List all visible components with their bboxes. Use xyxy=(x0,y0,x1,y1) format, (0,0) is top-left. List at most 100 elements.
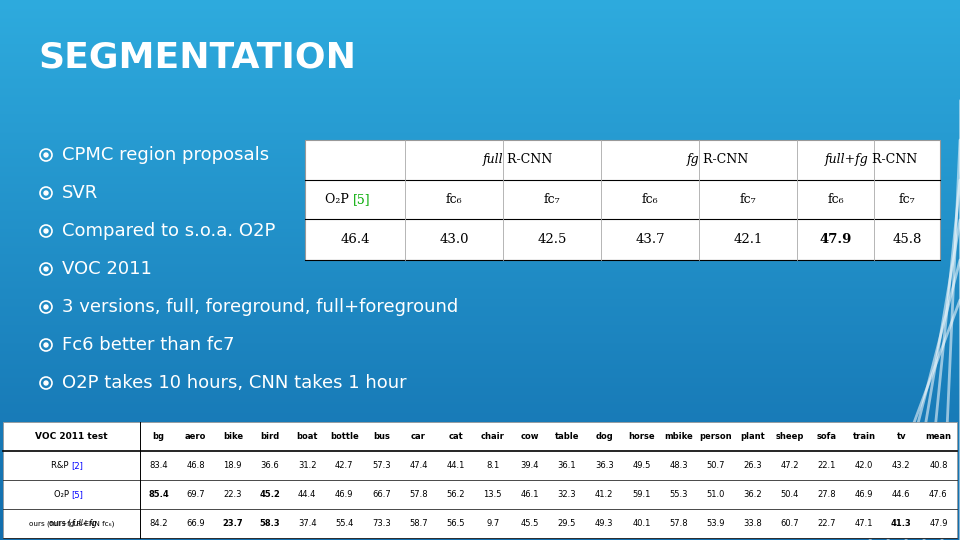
Circle shape xyxy=(44,343,48,347)
Text: 43.0: 43.0 xyxy=(440,233,468,246)
Text: tv: tv xyxy=(897,432,906,441)
Text: [5]: [5] xyxy=(71,490,84,499)
Text: 84.2: 84.2 xyxy=(150,519,168,528)
Text: 36.2: 36.2 xyxy=(743,490,762,499)
Text: bottle: bottle xyxy=(330,432,359,441)
Text: boat: boat xyxy=(297,432,318,441)
Text: full+fg: full+fg xyxy=(825,153,869,166)
Text: 42.5: 42.5 xyxy=(538,233,566,246)
Text: 49.3: 49.3 xyxy=(595,519,613,528)
Text: 36.3: 36.3 xyxy=(595,461,613,470)
Text: 47.1: 47.1 xyxy=(855,519,874,528)
Text: 22.3: 22.3 xyxy=(224,490,242,499)
Text: bike: bike xyxy=(223,432,243,441)
Text: 59.1: 59.1 xyxy=(632,490,651,499)
Text: 47.2: 47.2 xyxy=(780,461,799,470)
Text: 23.7: 23.7 xyxy=(223,519,243,528)
Text: mean: mean xyxy=(925,432,951,441)
Text: 33.8: 33.8 xyxy=(743,519,762,528)
Text: 40.8: 40.8 xyxy=(929,461,948,470)
Text: 66.9: 66.9 xyxy=(186,519,205,528)
Text: R&P: R&P xyxy=(52,461,71,470)
Text: 45.5: 45.5 xyxy=(520,519,540,528)
Text: 46.9: 46.9 xyxy=(335,490,353,499)
Text: 39.4: 39.4 xyxy=(520,461,540,470)
Text: O₂P: O₂P xyxy=(325,193,353,206)
Text: 32.3: 32.3 xyxy=(558,490,576,499)
Text: 42.1: 42.1 xyxy=(733,233,762,246)
Circle shape xyxy=(44,381,48,385)
Text: 42.0: 42.0 xyxy=(855,461,874,470)
Text: 27.8: 27.8 xyxy=(818,490,836,499)
Text: bird: bird xyxy=(260,432,279,441)
Text: person: person xyxy=(699,432,732,441)
Text: 18.9: 18.9 xyxy=(224,461,242,470)
Text: 58.3: 58.3 xyxy=(259,519,280,528)
Text: 22.1: 22.1 xyxy=(818,461,836,470)
Text: [5]: [5] xyxy=(353,193,371,206)
Text: full+fg: full+fg xyxy=(71,519,97,528)
Text: mbike: mbike xyxy=(664,432,693,441)
Bar xyxy=(3,422,957,538)
Text: 50.7: 50.7 xyxy=(707,461,725,470)
Text: 56.5: 56.5 xyxy=(446,519,465,528)
Text: 46.9: 46.9 xyxy=(855,490,874,499)
Text: 55.3: 55.3 xyxy=(669,490,687,499)
Text: 13.5: 13.5 xyxy=(484,490,502,499)
Text: 47.6: 47.6 xyxy=(929,490,948,499)
Text: train: train xyxy=(852,432,876,441)
Text: fc₆: fc₆ xyxy=(445,193,463,206)
Text: fc₇: fc₇ xyxy=(740,193,756,206)
Text: fc₆: fc₆ xyxy=(641,193,659,206)
Text: 46.1: 46.1 xyxy=(520,490,540,499)
Text: 83.4: 83.4 xyxy=(149,461,168,470)
Text: O2P takes 10 hours, CNN takes 1 hour: O2P takes 10 hours, CNN takes 1 hour xyxy=(62,374,407,392)
Text: 47.9: 47.9 xyxy=(929,519,948,528)
Text: O₂P: O₂P xyxy=(54,490,71,499)
Text: 51.0: 51.0 xyxy=(707,490,725,499)
Text: 69.7: 69.7 xyxy=(186,490,205,499)
Text: CPMC region proposals: CPMC region proposals xyxy=(62,146,269,164)
Text: 57.8: 57.8 xyxy=(669,519,687,528)
Text: 57.8: 57.8 xyxy=(409,490,428,499)
Text: [2]: [2] xyxy=(71,461,84,470)
Text: fc₆: fc₆ xyxy=(828,193,844,206)
Text: table: table xyxy=(555,432,579,441)
Text: 85.4: 85.4 xyxy=(148,490,169,499)
Text: sheep: sheep xyxy=(776,432,804,441)
Text: SEGMENTATION: SEGMENTATION xyxy=(38,41,356,75)
Text: 44.4: 44.4 xyxy=(298,490,316,499)
Text: 43.7: 43.7 xyxy=(636,233,665,246)
Text: 42.7: 42.7 xyxy=(335,461,353,470)
Bar xyxy=(305,140,940,260)
Text: 66.7: 66.7 xyxy=(372,490,391,499)
Text: ours (full+fg R-CNN fc₆): ours (full+fg R-CNN fc₆) xyxy=(29,520,114,526)
Text: 57.3: 57.3 xyxy=(372,461,391,470)
Text: horse: horse xyxy=(628,432,655,441)
Text: dog: dog xyxy=(595,432,613,441)
Circle shape xyxy=(44,305,48,309)
Text: 37.4: 37.4 xyxy=(298,519,317,528)
Text: sofa: sofa xyxy=(817,432,837,441)
Text: SVR: SVR xyxy=(62,184,98,202)
Text: 50.4: 50.4 xyxy=(780,490,799,499)
Text: cat: cat xyxy=(448,432,463,441)
Text: VOC 2011 test: VOC 2011 test xyxy=(36,432,108,441)
Text: 22.7: 22.7 xyxy=(818,519,836,528)
Text: R-CNN: R-CNN xyxy=(869,153,918,166)
Text: bg: bg xyxy=(153,432,164,441)
Text: fc₇: fc₇ xyxy=(543,193,561,206)
Text: 9.7: 9.7 xyxy=(486,519,499,528)
Text: bus: bus xyxy=(372,432,390,441)
Text: 40.1: 40.1 xyxy=(632,519,651,528)
Text: Compared to s.o.a. O2P: Compared to s.o.a. O2P xyxy=(62,222,276,240)
Text: R-CNN: R-CNN xyxy=(699,153,748,166)
Text: fc₇: fc₇ xyxy=(899,193,915,206)
Text: 3 versions, full, foreground, full+foreground: 3 versions, full, foreground, full+foreg… xyxy=(62,298,458,316)
Text: 44.6: 44.6 xyxy=(892,490,910,499)
Text: Fc6 better than fc7: Fc6 better than fc7 xyxy=(62,336,234,354)
Circle shape xyxy=(44,153,48,157)
Text: chair: chair xyxy=(481,432,505,441)
Text: 58.7: 58.7 xyxy=(409,519,428,528)
Text: 48.3: 48.3 xyxy=(669,461,687,470)
